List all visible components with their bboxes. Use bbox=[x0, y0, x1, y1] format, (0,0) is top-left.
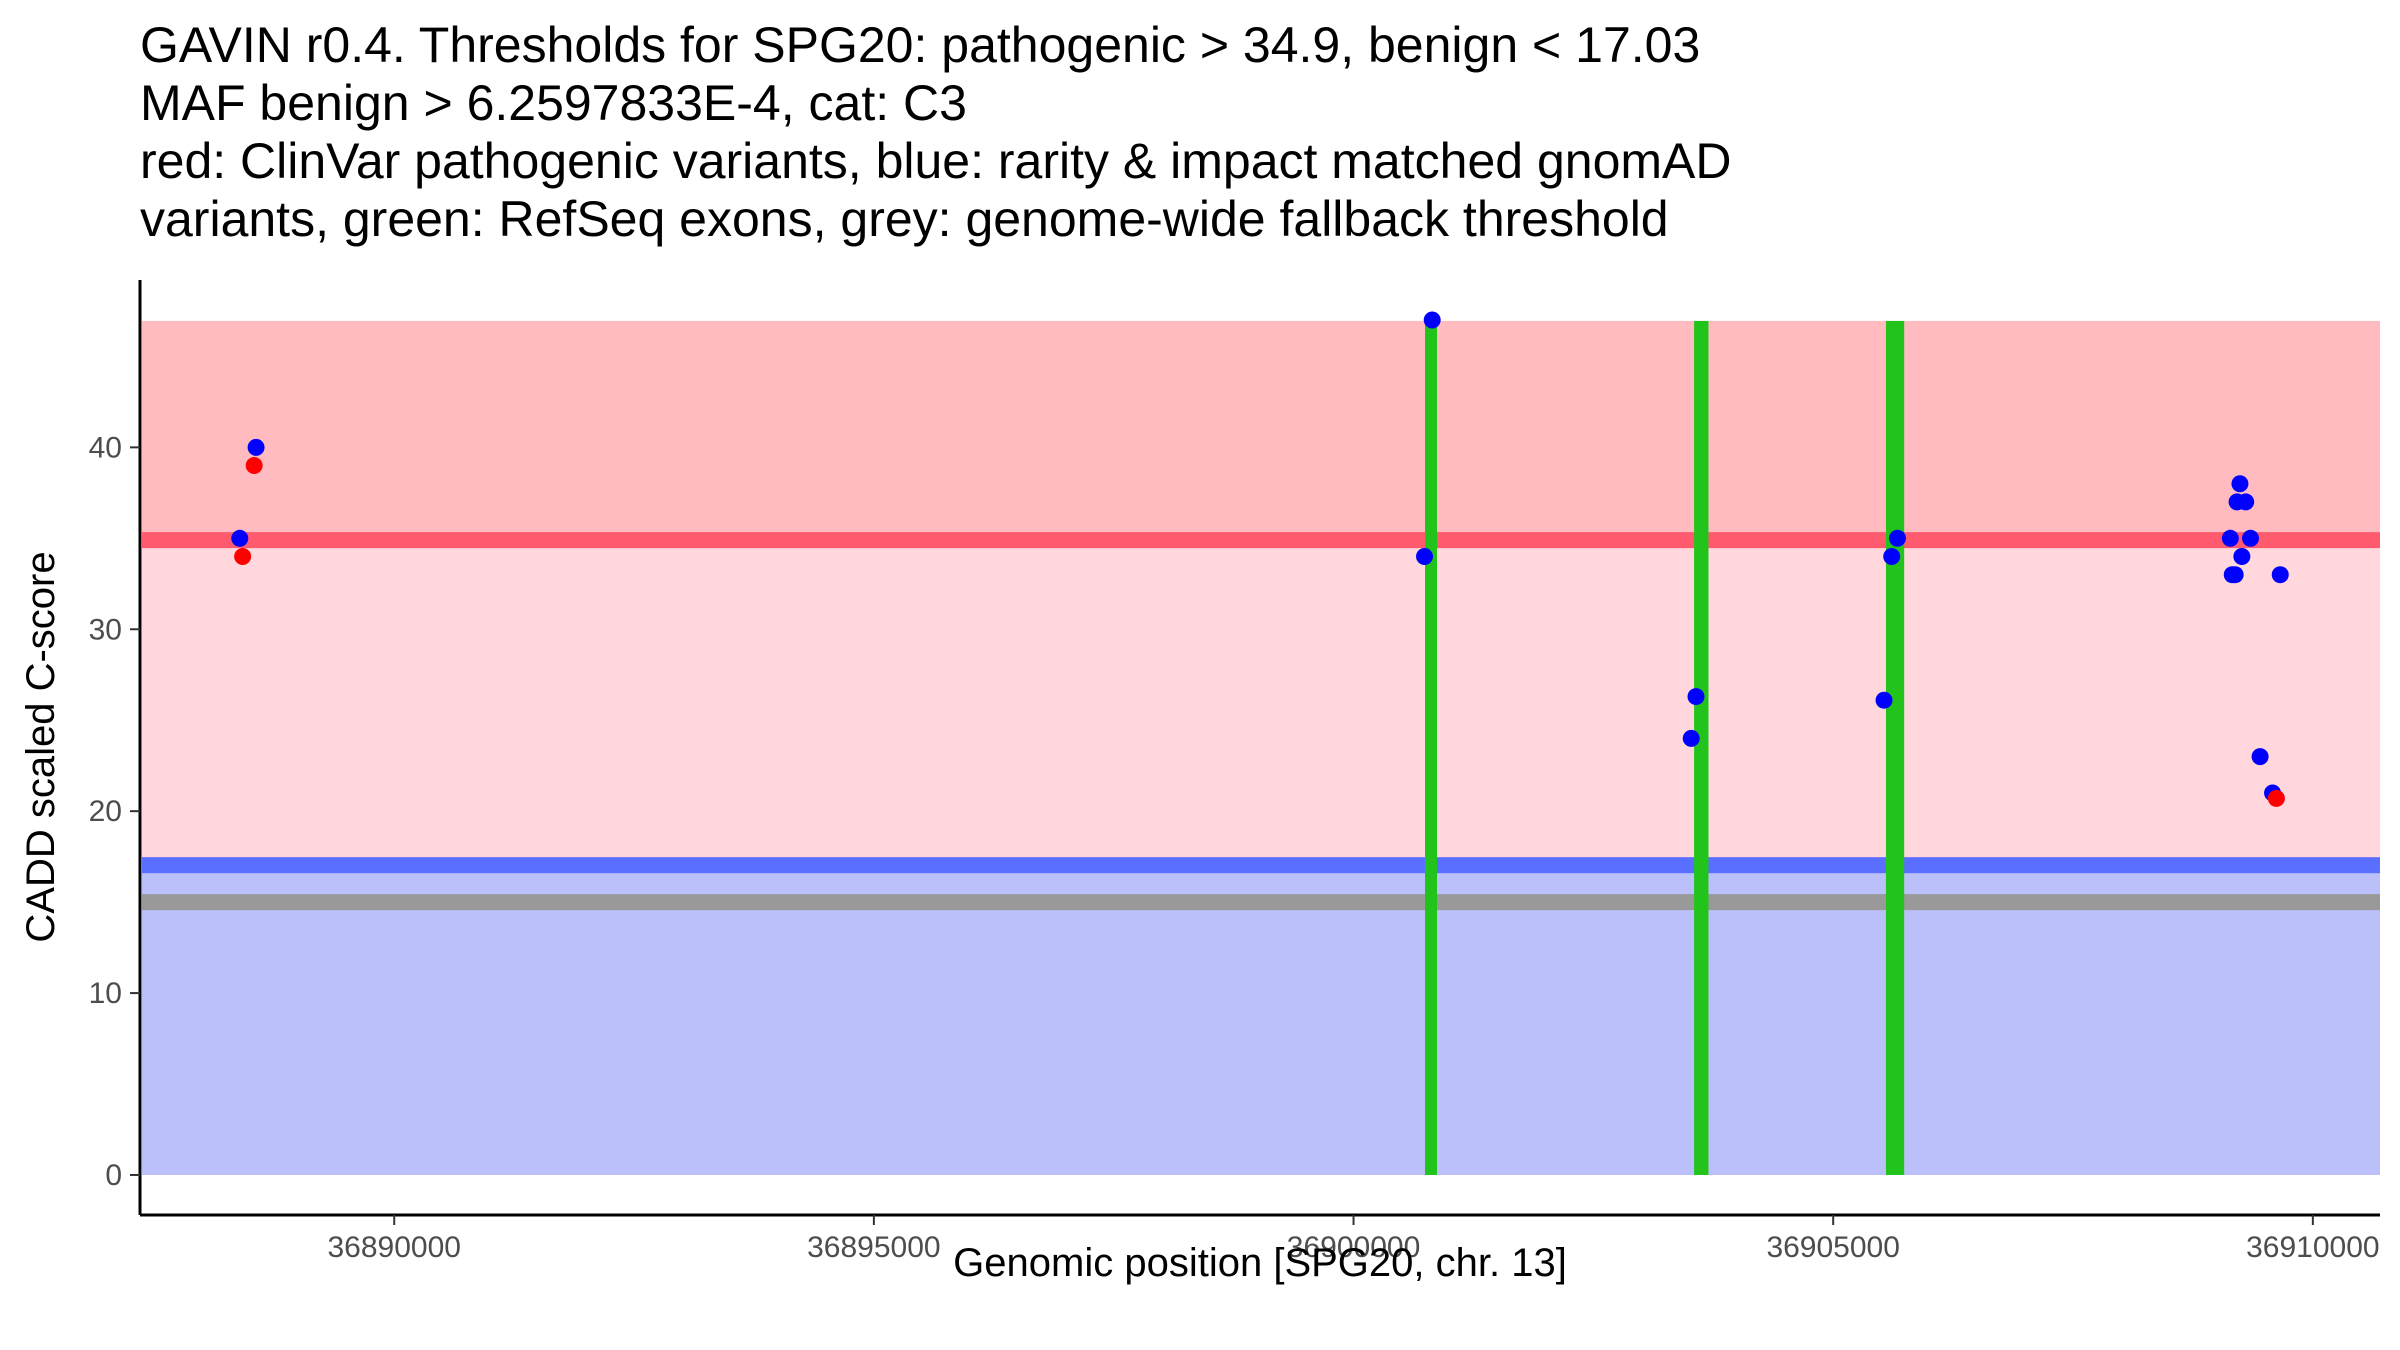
title-line-2: MAF benign > 6.2597833E-4, cat: C3 bbox=[140, 75, 967, 131]
axes: 36890000 36895000 36900000 36905000 36910000… bbox=[89, 280, 2380, 1264]
threshold-regions bbox=[142, 320, 2380, 1175]
y-axis-title: CADD scaled C-score bbox=[19, 551, 63, 942]
gnomad-point bbox=[2226, 566, 2244, 584]
x-tick-label: 36910000 bbox=[2246, 1231, 2379, 1264]
intermediate-zone bbox=[142, 540, 2380, 866]
exon-bar-2 bbox=[1694, 320, 1709, 1175]
gnomad-point bbox=[247, 438, 265, 456]
gnomad-point bbox=[1682, 729, 1700, 747]
title-line-1: GAVIN r0.4. Thresholds for SPG20: pathog… bbox=[140, 17, 1700, 73]
fallback-threshold bbox=[142, 894, 2380, 911]
y-tick-label: 20 bbox=[89, 795, 122, 828]
clinvar-point bbox=[234, 547, 252, 565]
gnomad-point bbox=[2251, 748, 2269, 766]
gnomad-point bbox=[1687, 688, 1705, 706]
pathogenic-zone bbox=[142, 320, 2380, 541]
gnomad-point bbox=[1423, 311, 1441, 329]
gnomad-point bbox=[2237, 493, 2255, 511]
gnomad-point bbox=[231, 529, 249, 547]
gnomad-point bbox=[2233, 547, 2251, 565]
gnomad-point bbox=[1416, 547, 1434, 565]
gnomad-point bbox=[2231, 475, 2249, 493]
clinvar-point bbox=[2267, 789, 2285, 807]
gnomad-point bbox=[2271, 566, 2289, 584]
gnomad-point bbox=[2241, 529, 2259, 547]
pathogenic-threshold bbox=[142, 532, 2380, 549]
threshold-lines bbox=[142, 532, 2380, 911]
chart-title: GAVIN r0.4. Thresholds for SPG20: pathog… bbox=[140, 17, 1731, 247]
x-tick-label: 36890000 bbox=[327, 1231, 460, 1264]
gnomad-point bbox=[1875, 691, 1893, 709]
y-axis-ticks: 0 10 20 30 40 bbox=[89, 431, 140, 1192]
variant-points bbox=[231, 311, 2289, 807]
y-tick-label: 30 bbox=[89, 613, 122, 646]
y-tick-label: 40 bbox=[89, 431, 122, 464]
y-tick-label: 0 bbox=[105, 1159, 122, 1192]
title-line-4: variants, green: RefSeq exons, grey: gen… bbox=[140, 191, 1669, 247]
x-axis-ticks: 36890000 36895000 36900000 36905000 36910000 bbox=[327, 1215, 2380, 1264]
clinvar-point bbox=[245, 457, 263, 475]
benign-zone bbox=[142, 865, 2380, 1175]
x-tick-label: 36900000 bbox=[1287, 1231, 1420, 1264]
gnomad-point bbox=[1888, 529, 1906, 547]
gnomad-point bbox=[1883, 547, 1901, 565]
exon-bar-1 bbox=[1425, 320, 1438, 1175]
x-axis-title: Genomic position [SPG20, chr. 13] bbox=[953, 1241, 1567, 1285]
exon-bar-3 bbox=[1885, 320, 1905, 1175]
benign-threshold bbox=[142, 857, 2380, 874]
x-tick-label: 36895000 bbox=[807, 1231, 940, 1264]
y-tick-label: 10 bbox=[89, 977, 122, 1010]
x-tick-label: 36905000 bbox=[1766, 1231, 1899, 1264]
gnomad-point bbox=[2221, 529, 2239, 547]
title-line-3: red: ClinVar pathogenic variants, blue: … bbox=[140, 133, 1731, 189]
plot-area bbox=[142, 311, 2380, 1175]
